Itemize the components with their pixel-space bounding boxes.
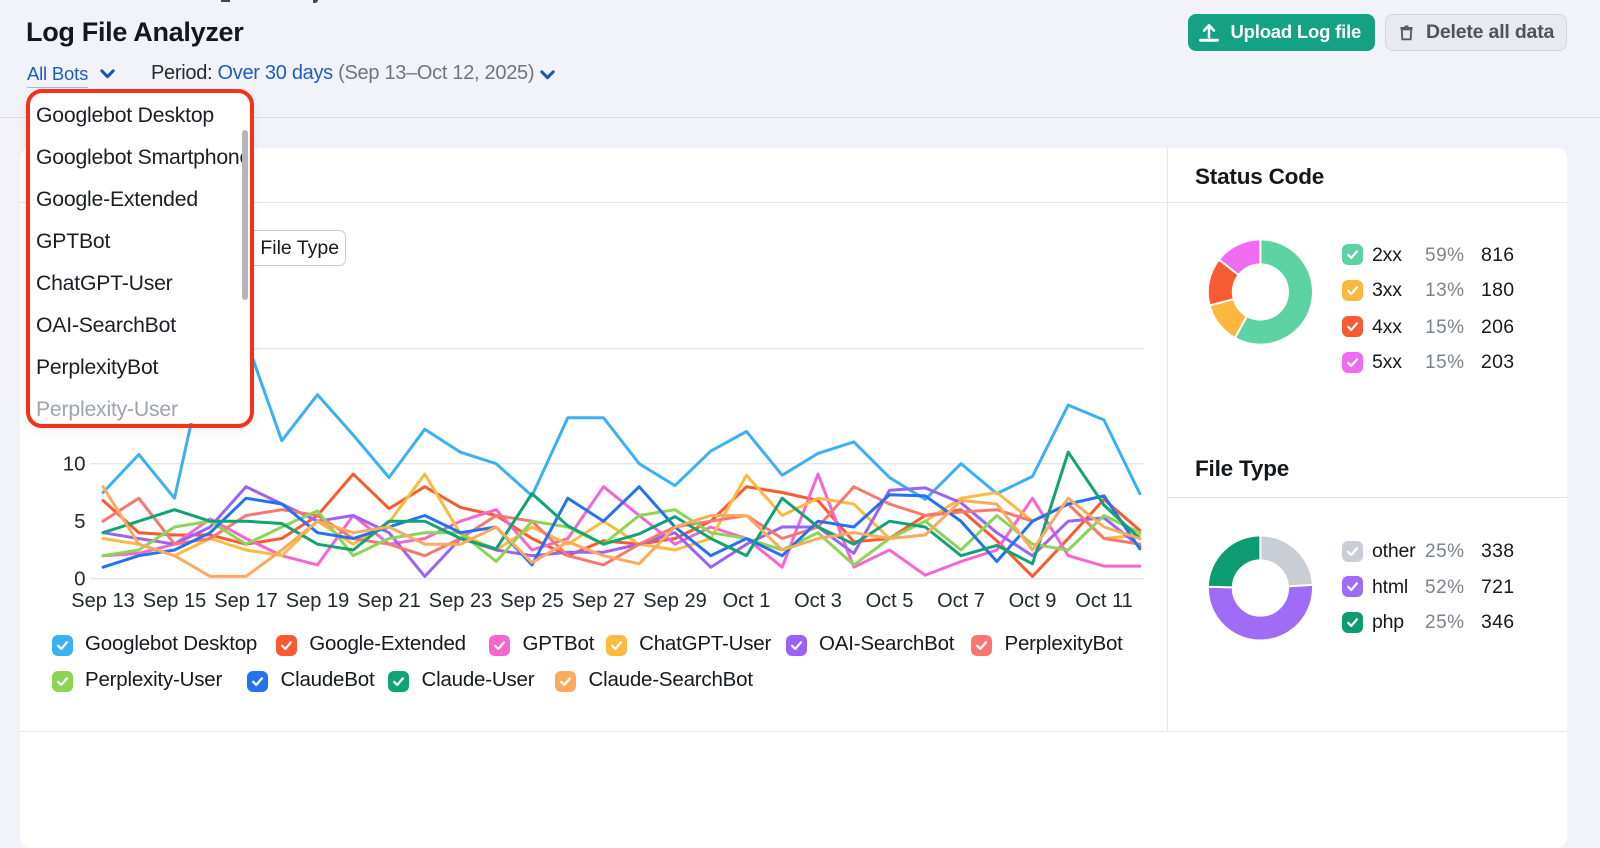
svg-text:Oct 3: Oct 3: [794, 590, 842, 612]
svg-text:Oct 9: Oct 9: [1009, 590, 1057, 612]
svg-text:Sep 23: Sep 23: [429, 590, 492, 612]
svg-text:5: 5: [74, 510, 85, 533]
svg-text:Sep 29: Sep 29: [643, 590, 706, 612]
svg-text:Oct 11: Oct 11: [1075, 590, 1132, 612]
svg-text:Sep 13: Sep 13: [71, 590, 134, 612]
svg-text:Sep 25: Sep 25: [500, 590, 563, 612]
svg-text:0: 0: [74, 568, 85, 591]
svg-text:10: 10: [63, 453, 86, 476]
svg-text:Sep 17: Sep 17: [214, 590, 277, 612]
svg-text:Oct 7: Oct 7: [937, 590, 985, 612]
svg-text:Oct 5: Oct 5: [866, 590, 914, 612]
svg-text:Sep 21: Sep 21: [357, 590, 420, 612]
svg-text:Oct 1: Oct 1: [723, 590, 771, 612]
svg-text:Sep 19: Sep 19: [286, 590, 349, 612]
svg-text:Sep 27: Sep 27: [572, 590, 635, 612]
svg-text:Sep 15: Sep 15: [143, 590, 206, 612]
